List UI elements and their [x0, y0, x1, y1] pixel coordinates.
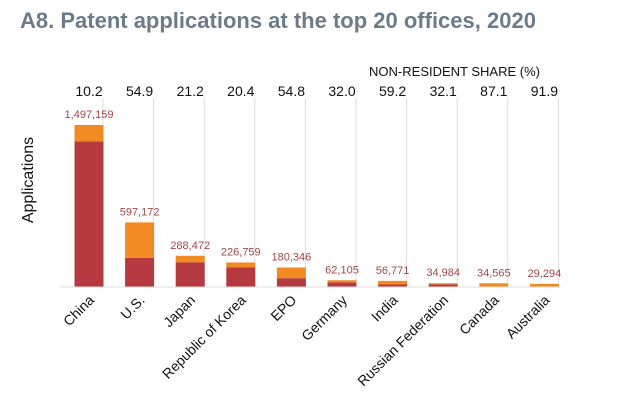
bar-segment-top — [74, 125, 104, 142]
bar-segment-top — [175, 255, 205, 263]
category-tick-label: Germany — [298, 292, 350, 344]
bar-segment-bottom — [226, 267, 256, 287]
category-tick-label: India — [368, 292, 401, 325]
total-value-label: 597,172 — [120, 206, 160, 218]
non-resident-share-header: NON-RESIDENT SHARE (%) — [369, 64, 540, 79]
bar-segment-bottom — [428, 284, 458, 287]
total-value-label: 226,759 — [221, 246, 261, 258]
bar-segment-bottom — [74, 141, 104, 287]
bar-segment-bottom — [175, 262, 205, 287]
share-value-label: 87.1 — [480, 83, 507, 99]
category-tick-label: China — [60, 292, 97, 329]
bar-segment-bottom — [125, 257, 155, 287]
bar-segment-top — [428, 283, 458, 285]
share-value-label: 54.8 — [278, 83, 305, 99]
category-tick-label: Canada — [456, 292, 502, 338]
share-value-label: 91.9 — [531, 83, 558, 99]
category-tick-label: Japan — [160, 292, 198, 330]
total-value-label: 34,984 — [426, 267, 460, 279]
total-value-label: 62,105 — [325, 264, 359, 276]
total-value-label: 29,294 — [528, 268, 562, 280]
category-tick-label: U.S. — [117, 292, 148, 323]
bar-segment-top — [327, 280, 357, 283]
total-value-label: 180,346 — [272, 251, 312, 263]
bar-segment-bottom — [378, 284, 408, 287]
bar-segment-top — [125, 222, 155, 258]
share-value-label: 54.9 — [126, 83, 153, 99]
bar-segment-top — [479, 283, 509, 287]
total-value-label: 34,565 — [477, 267, 511, 279]
category-tick-label: EPO — [267, 292, 299, 324]
bar-segment-top — [529, 283, 559, 287]
y-axis-label: Applications — [20, 137, 37, 223]
share-value-label: 59.2 — [379, 83, 406, 99]
bar-segment-top — [226, 262, 256, 268]
bar-segment-bottom — [276, 278, 306, 287]
bar-segment-top — [276, 267, 306, 279]
share-value-label: 32.1 — [430, 83, 457, 99]
bar-segment-top — [378, 280, 408, 285]
share-value-label: 32.0 — [328, 83, 355, 99]
gridlines — [102, 98, 559, 287]
total-value-label: 288,472 — [170, 240, 210, 252]
bar-segment-bottom — [327, 282, 357, 287]
chart-title: A8. Patent applications at the top 20 of… — [20, 8, 536, 33]
bars — [74, 125, 559, 288]
category-tick-label: Russian Federation — [354, 292, 451, 389]
share-value-label: 21.2 — [177, 83, 204, 99]
total-value-label: 1,497,159 — [65, 109, 114, 121]
category-tick-label: Australia — [503, 292, 553, 342]
share-value-label: 20.4 — [227, 83, 254, 99]
total-value-label: 56,771 — [376, 265, 410, 277]
share-value-label: 10.2 — [75, 83, 102, 99]
